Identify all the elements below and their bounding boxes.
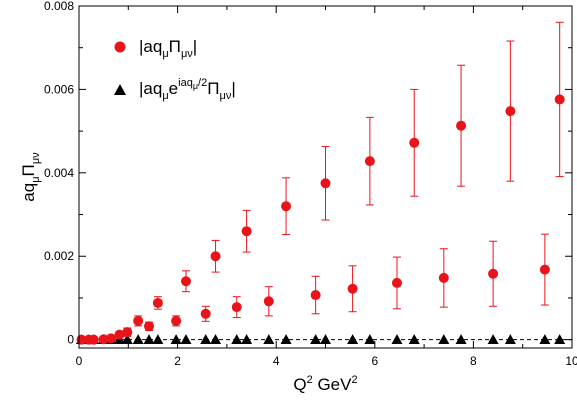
circle-point	[106, 333, 117, 344]
circle-point	[438, 272, 449, 283]
circle-point	[180, 276, 191, 287]
circle-point	[456, 120, 467, 131]
circle-point	[114, 329, 125, 340]
x-tick-label: 2	[174, 354, 181, 368]
circle-point	[200, 308, 211, 319]
circle-point	[391, 277, 402, 288]
circle-point	[152, 297, 163, 308]
circle-point	[554, 94, 565, 105]
circle-point	[347, 283, 358, 294]
circle-point	[98, 334, 109, 345]
circle-point	[210, 251, 221, 262]
triangle-point	[364, 334, 376, 345]
triangle-point	[241, 334, 253, 345]
triangle-point	[143, 334, 155, 345]
x-axis-title: Q2 GeV2	[293, 374, 357, 394]
triangle-point	[121, 334, 133, 345]
legend-label-series-1: |aqμΠμν|	[139, 37, 197, 60]
triangle-point	[210, 334, 222, 345]
y-tick-label: 0.002	[44, 249, 74, 263]
circle-point	[364, 156, 375, 167]
plot-frame	[78, 5, 573, 349]
y-tick-label: 0.008	[44, 0, 74, 13]
x-tick-label: 4	[273, 354, 280, 368]
x-tick-label: 0	[76, 354, 83, 368]
circle-point	[88, 334, 99, 345]
legend-label-series-2: |aqμeiaqμ/2Πμν|	[139, 77, 236, 102]
legend-marker-circle	[114, 41, 126, 53]
circle-point	[241, 226, 252, 237]
circle-point	[281, 201, 292, 212]
triangle-point	[170, 334, 182, 345]
triangle-point	[152, 334, 164, 345]
triangle-point	[310, 334, 322, 345]
triangle-point	[391, 334, 403, 345]
triangle-point	[347, 334, 359, 345]
triangle-point	[455, 334, 467, 345]
tick-labels: 0 2 4 6 8 10 0 0.002 0.004 0.006 0.008	[44, 0, 577, 368]
circle-point	[409, 137, 420, 148]
circle-point	[133, 315, 144, 326]
circle-point	[505, 106, 516, 117]
x-tick-label: 10	[565, 354, 577, 368]
triangle-point	[320, 334, 331, 345]
triangle-point	[554, 334, 566, 345]
triangle-point	[132, 334, 144, 345]
triangle-point	[408, 334, 420, 345]
circle-point	[320, 178, 331, 189]
triangle-point	[504, 334, 516, 345]
x-tick-label: 8	[470, 354, 477, 368]
circle-point	[231, 302, 242, 313]
circle-point	[171, 315, 182, 326]
y-tick-label: 0	[67, 333, 74, 347]
triangle-point	[231, 334, 243, 345]
circle-point	[539, 264, 550, 275]
triangle-point	[487, 334, 499, 345]
x-tick-label: 6	[371, 354, 378, 368]
circle-point	[488, 268, 499, 279]
data-marks	[75, 21, 566, 345]
circle-point	[310, 290, 321, 301]
triangle-point	[263, 334, 275, 345]
circle-point	[144, 321, 155, 332]
triangle-point	[180, 334, 192, 345]
circle-point	[122, 327, 133, 338]
circle-point	[263, 296, 274, 307]
triangle-point	[200, 334, 212, 345]
triangle-point	[539, 334, 551, 345]
y-tick-label: 0.006	[44, 82, 74, 96]
legend-marker-triangle	[114, 84, 126, 95]
legend: |aqμΠμν| |aqμeiaqμ/2Πμν|	[114, 37, 236, 102]
triangle-point	[280, 334, 292, 345]
y-tick-label: 0.004	[44, 166, 74, 180]
y-axis-title: aqμΠμν	[19, 152, 42, 202]
triangle-point	[438, 334, 450, 345]
